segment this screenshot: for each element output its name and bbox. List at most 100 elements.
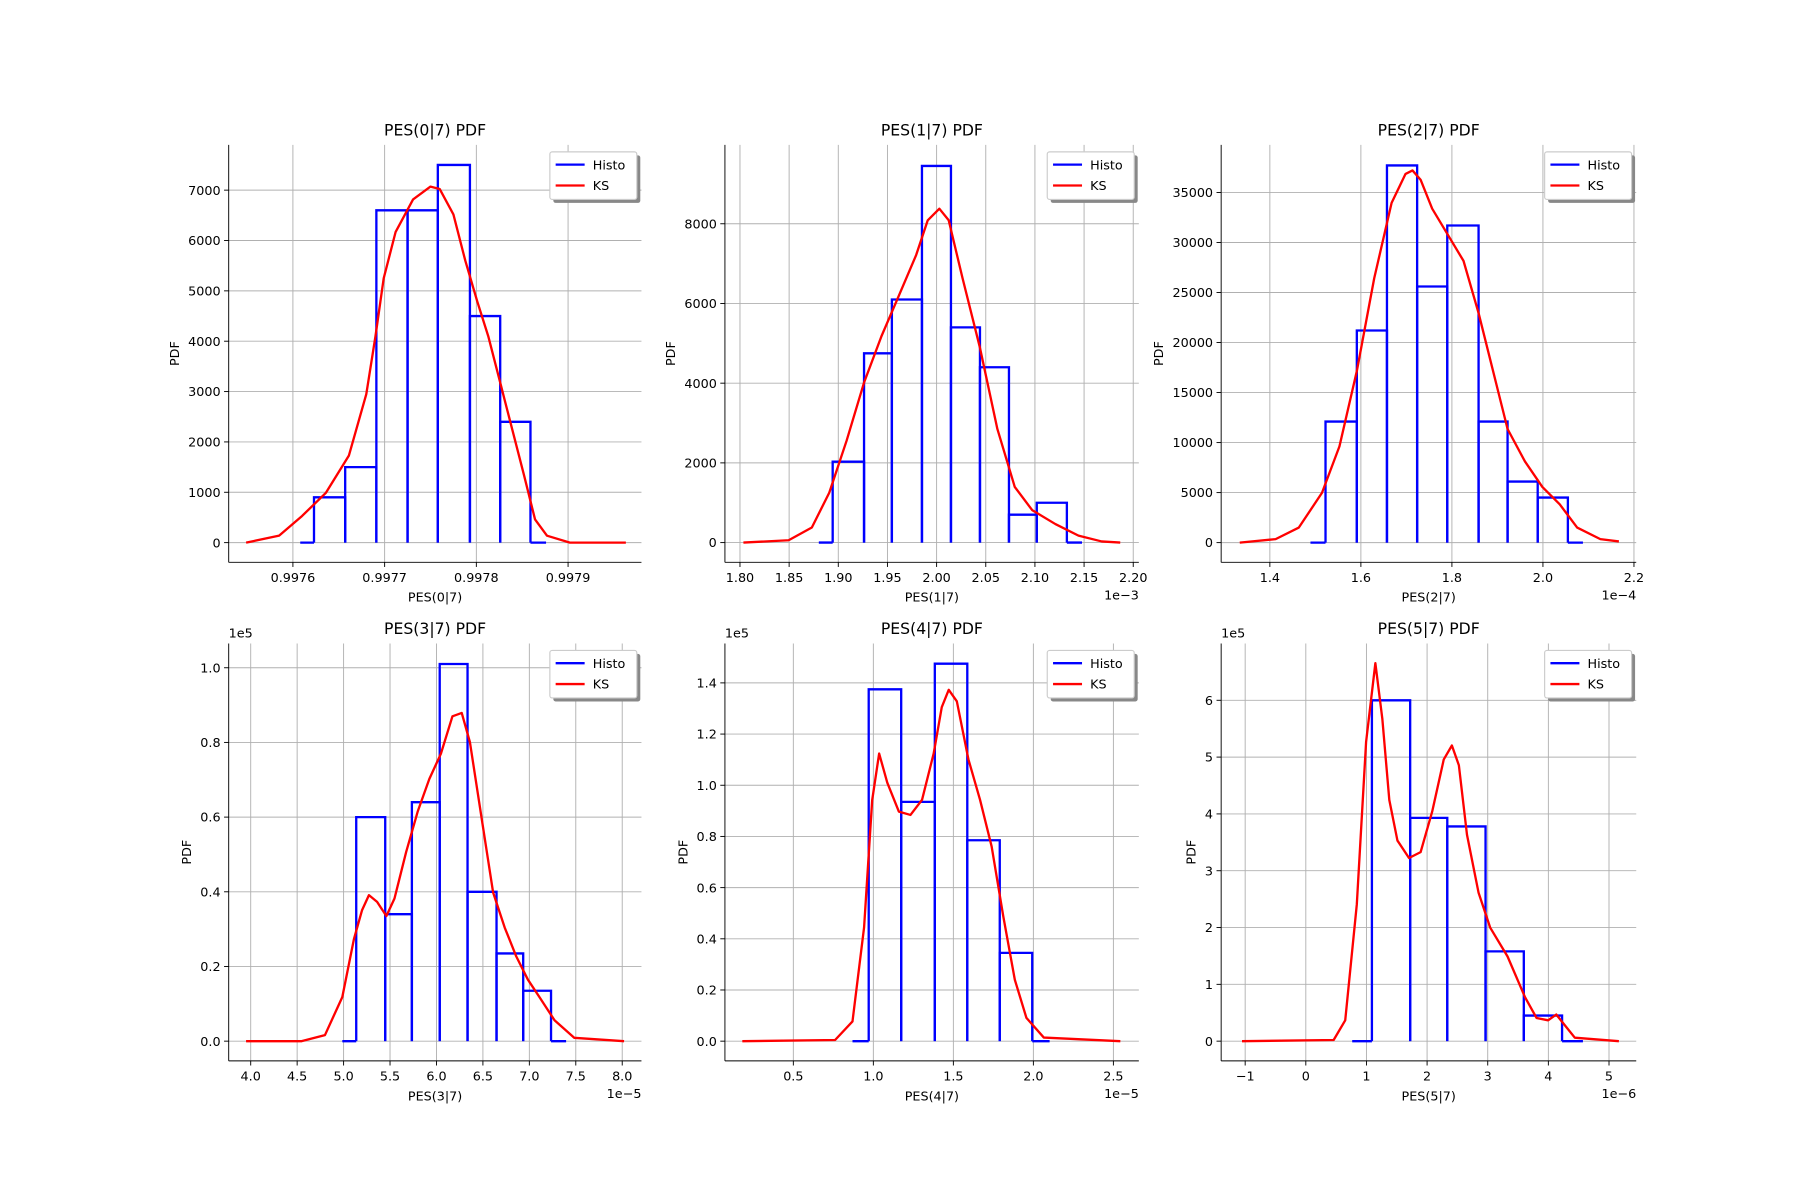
histogram-bar [384, 913, 414, 1042]
x-tick-label: 5 [1605, 1070, 1613, 1085]
y-tick-label: 3000 [188, 385, 220, 400]
histogram-bar [1385, 164, 1419, 543]
x-tick-label: 1.4 [1260, 571, 1280, 586]
subplot: 0.0 0.2 0.4 0.6 0.8 1.0 1.2 1.4 0.5 1.0 1.5 2.0 2.5 P… [676, 619, 1139, 1104]
y-tick-label: 0.4 [697, 932, 717, 947]
y-tick-label: 4000 [188, 335, 220, 350]
y-tick-label: 10000 [1172, 436, 1213, 451]
y-tick-label: 1.4 [697, 677, 717, 692]
y-offset-text: 1e5 [1221, 627, 1245, 642]
x-axis-label: PES(0|7) [408, 591, 462, 606]
x-tick-label: 1.8 [1442, 571, 1462, 586]
y-tick-label: 2 [1205, 921, 1213, 936]
x-tick-label: 8.0 [612, 1070, 632, 1085]
histogram-bar [438, 662, 469, 1042]
y-offset-text: 1e5 [725, 627, 749, 642]
legend-label: Histo [593, 158, 626, 173]
chart-title: PES(0|7) PDF [384, 121, 486, 140]
legend-label: KS [1588, 179, 1604, 194]
histogram-bar [312, 496, 347, 543]
chart-title: PES(4|7) PDF [881, 619, 983, 638]
x-axis-label: PES(4|7) [905, 1089, 959, 1104]
x-tick-label: 7.0 [519, 1070, 539, 1085]
x-tick-label: 2.15 [1070, 571, 1098, 586]
kde-line [246, 711, 625, 1043]
x-tick-label: 2.0 [1023, 1070, 1043, 1085]
histogram-bar [890, 298, 924, 543]
histogram-bar [344, 465, 378, 543]
y-tick-label: 0.6 [200, 811, 220, 826]
x-tick-label: 2.20 [1119, 571, 1147, 586]
plot-area [743, 164, 1121, 544]
x-tick-label: 4.5 [287, 1070, 307, 1085]
x-axis-label: PES(5|7) [1402, 1089, 1456, 1104]
y-tick-label: 0 [1205, 536, 1213, 551]
x-tick-label: 6.0 [426, 1070, 446, 1085]
chart-title: PES(3|7) PDF [384, 619, 486, 638]
y-tick-label: 1.0 [200, 661, 220, 676]
x-tick-label: 1.6 [1351, 571, 1371, 586]
subplot: 0.0 0.2 0.4 0.6 0.8 1.0 4.0 4.5 5.0 5.5 6.0 6.5 7.0 7… [180, 619, 641, 1104]
x-tick-label: 2 [1423, 1070, 1431, 1085]
y-tick-label: 30000 [1172, 236, 1213, 251]
y-tick-label: 0.2 [200, 960, 220, 975]
histogram-bar [499, 420, 532, 543]
x-tick-label: 5.5 [380, 1070, 400, 1085]
x-tick-label: 0.9979 [546, 571, 591, 586]
y-offset-text: 1e5 [229, 627, 253, 642]
histogram-bar [1409, 816, 1449, 1042]
y-tick-label: 1000 [188, 486, 220, 501]
histogram-bar [1506, 480, 1539, 543]
x-offset-text: 1e−4 [1601, 588, 1636, 603]
x-tick-label: 2.05 [972, 571, 1000, 586]
subplot: 0 5000 10000 15000 20000 25000 30000 35000 1.4 1.… [1152, 121, 1644, 606]
histogram-bar [355, 815, 387, 1042]
histogram-bar [1477, 420, 1509, 543]
histogram-bar [1446, 224, 1480, 543]
y-tick-label: 5000 [188, 284, 220, 299]
y-tick-label: 1 [1205, 978, 1213, 993]
y-tick-label: 6000 [684, 297, 716, 312]
y-axis-label: PDF [664, 341, 679, 366]
histogram-bar [831, 460, 866, 543]
histogram-bar [1415, 285, 1449, 543]
x-axis-label: PES(2|7) [1402, 591, 1456, 606]
histogram-bar [998, 951, 1034, 1042]
y-tick-label: 5 [1205, 751, 1213, 766]
x-tick-label: 0.9976 [271, 571, 316, 586]
kde-line [743, 207, 1121, 544]
x-tick-label: 2.00 [922, 571, 950, 586]
x-tick-label: 4.0 [241, 1070, 261, 1085]
histogram-bar [522, 989, 553, 1042]
y-tick-label: 6 [1205, 694, 1213, 709]
plot-area [1242, 662, 1619, 1043]
plot-area [1239, 164, 1620, 544]
x-tick-label: 1.0 [863, 1070, 883, 1085]
y-tick-label: 15000 [1172, 386, 1213, 401]
y-tick-label: 0.6 [697, 881, 717, 896]
y-axis-label: PDF [180, 840, 195, 865]
y-tick-label: 35000 [1172, 186, 1213, 201]
y-tick-label: 0.0 [697, 1035, 717, 1050]
legend-label: Histo [1090, 158, 1123, 173]
y-tick-label: 4000 [684, 377, 716, 392]
kde-line [1242, 662, 1619, 1043]
y-axis-label: PDF [168, 341, 183, 366]
x-tick-label: −1 [1236, 1070, 1255, 1085]
legend-label: KS [593, 678, 609, 693]
legend-label: Histo [1090, 657, 1123, 672]
y-tick-label: 20000 [1172, 336, 1213, 351]
y-tick-label: 0 [1205, 1035, 1213, 1050]
histogram-bar [900, 800, 936, 1042]
legend-label: KS [593, 179, 609, 194]
x-offset-text: 1e−5 [607, 1087, 642, 1102]
subplot: 0 1000 2000 3000 4000 5000 6000 7000 0.9976 0.997… [168, 121, 642, 606]
y-axis-label: PDF [676, 840, 691, 865]
legend-label: Histo [1588, 158, 1621, 173]
y-tick-label: 0 [212, 536, 220, 551]
histogram-bar [1536, 496, 1570, 543]
histogram-bar [436, 163, 472, 543]
histogram-bar [966, 839, 1001, 1042]
